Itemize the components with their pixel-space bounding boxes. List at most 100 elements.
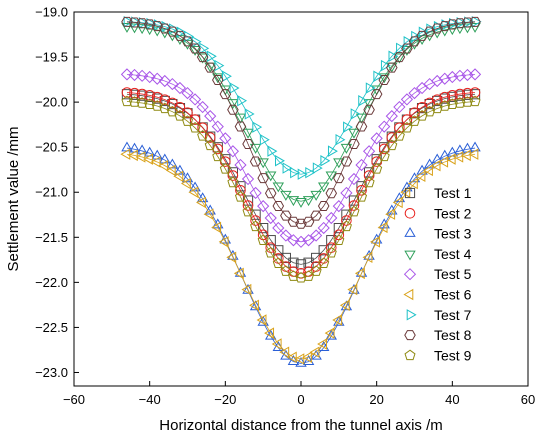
data-point [121, 16, 133, 27]
data-point [280, 190, 292, 201]
data-point [234, 158, 247, 172]
data-point [385, 208, 396, 220]
data-point [363, 170, 375, 181]
data-point [431, 74, 444, 88]
data-point [454, 24, 466, 35]
data-point [340, 156, 353, 167]
legend-label: Test 1 [434, 185, 472, 201]
data-point [378, 73, 390, 84]
series-line [126, 21, 476, 225]
data-point [310, 190, 322, 201]
data-point [446, 25, 459, 36]
data-point [151, 72, 164, 85]
data-point [317, 338, 327, 350]
legend-item: Test 6 [403, 287, 472, 303]
data-point [335, 134, 346, 146]
data-point [461, 23, 474, 34]
data-point [430, 159, 441, 172]
data-point [301, 351, 312, 363]
data-point [355, 158, 368, 172]
y-tick-label: −20.5 [35, 140, 68, 155]
data-point [234, 121, 247, 132]
data-point [242, 128, 254, 139]
series-line [126, 73, 476, 243]
data-point [264, 327, 275, 339]
data-point [166, 158, 179, 169]
data-point [408, 86, 421, 100]
data-point [454, 18, 466, 29]
data-point [174, 110, 186, 121]
data-point [158, 74, 171, 88]
data-point [461, 96, 473, 107]
data-point [181, 86, 194, 100]
data-point [166, 105, 178, 117]
data-point [339, 299, 350, 312]
data-point [373, 70, 384, 82]
data-point [264, 188, 277, 199]
data-point [356, 191, 368, 202]
data-point [250, 215, 261, 226]
x-tick-label: −60 [63, 392, 85, 407]
data-point [242, 205, 254, 217]
data-point [235, 185, 246, 196]
data-point [121, 87, 133, 98]
data-point [165, 164, 176, 177]
data-point [143, 25, 156, 36]
data-point [371, 163, 383, 174]
data-point [181, 115, 194, 126]
data-point [309, 346, 320, 358]
data-point [204, 62, 216, 73]
x-tick-label: 0 [297, 392, 304, 407]
data-point [265, 171, 277, 182]
data-point [348, 139, 360, 149]
legend-label: Test 8 [434, 327, 472, 343]
data-point [363, 104, 375, 115]
data-point [135, 69, 149, 82]
data-point [333, 234, 345, 245]
data-point [233, 267, 244, 280]
data-point [229, 82, 240, 94]
data-point [438, 156, 449, 168]
data-point [241, 172, 255, 186]
data-point [257, 200, 270, 213]
data-point [347, 172, 361, 186]
data-point [203, 208, 214, 220]
data-point [393, 100, 406, 114]
data-point [267, 145, 278, 157]
data-point [325, 171, 337, 182]
data-point [287, 216, 300, 227]
data-point [143, 70, 156, 84]
data-point [388, 50, 399, 62]
data-point [214, 59, 225, 72]
y-tick-label: −19.0 [35, 5, 68, 20]
data-point [302, 196, 315, 207]
data-point [453, 151, 464, 163]
data-point [318, 257, 330, 268]
data-point [218, 236, 229, 248]
data-point [244, 108, 255, 120]
data-point [120, 148, 131, 160]
data-point [363, 99, 375, 110]
data-point [302, 216, 315, 227]
legend-marker [403, 268, 417, 281]
data-point [445, 153, 456, 165]
data-point [280, 265, 292, 276]
data-point [370, 236, 380, 248]
data-point [378, 150, 390, 162]
x-tick-label: 60 [521, 392, 535, 407]
data-point [234, 113, 247, 124]
legend-label: Test 7 [434, 307, 472, 323]
data-point [212, 73, 224, 84]
data-point [189, 43, 201, 54]
series-5 [120, 68, 482, 248]
data-point [174, 101, 186, 113]
x-tick-label: −40 [139, 392, 161, 407]
data-point [333, 222, 344, 234]
data-point [365, 82, 376, 94]
data-point [249, 299, 259, 312]
data-point [469, 87, 481, 98]
data-point [446, 98, 458, 109]
data-point [378, 120, 391, 133]
data-point [264, 211, 277, 225]
